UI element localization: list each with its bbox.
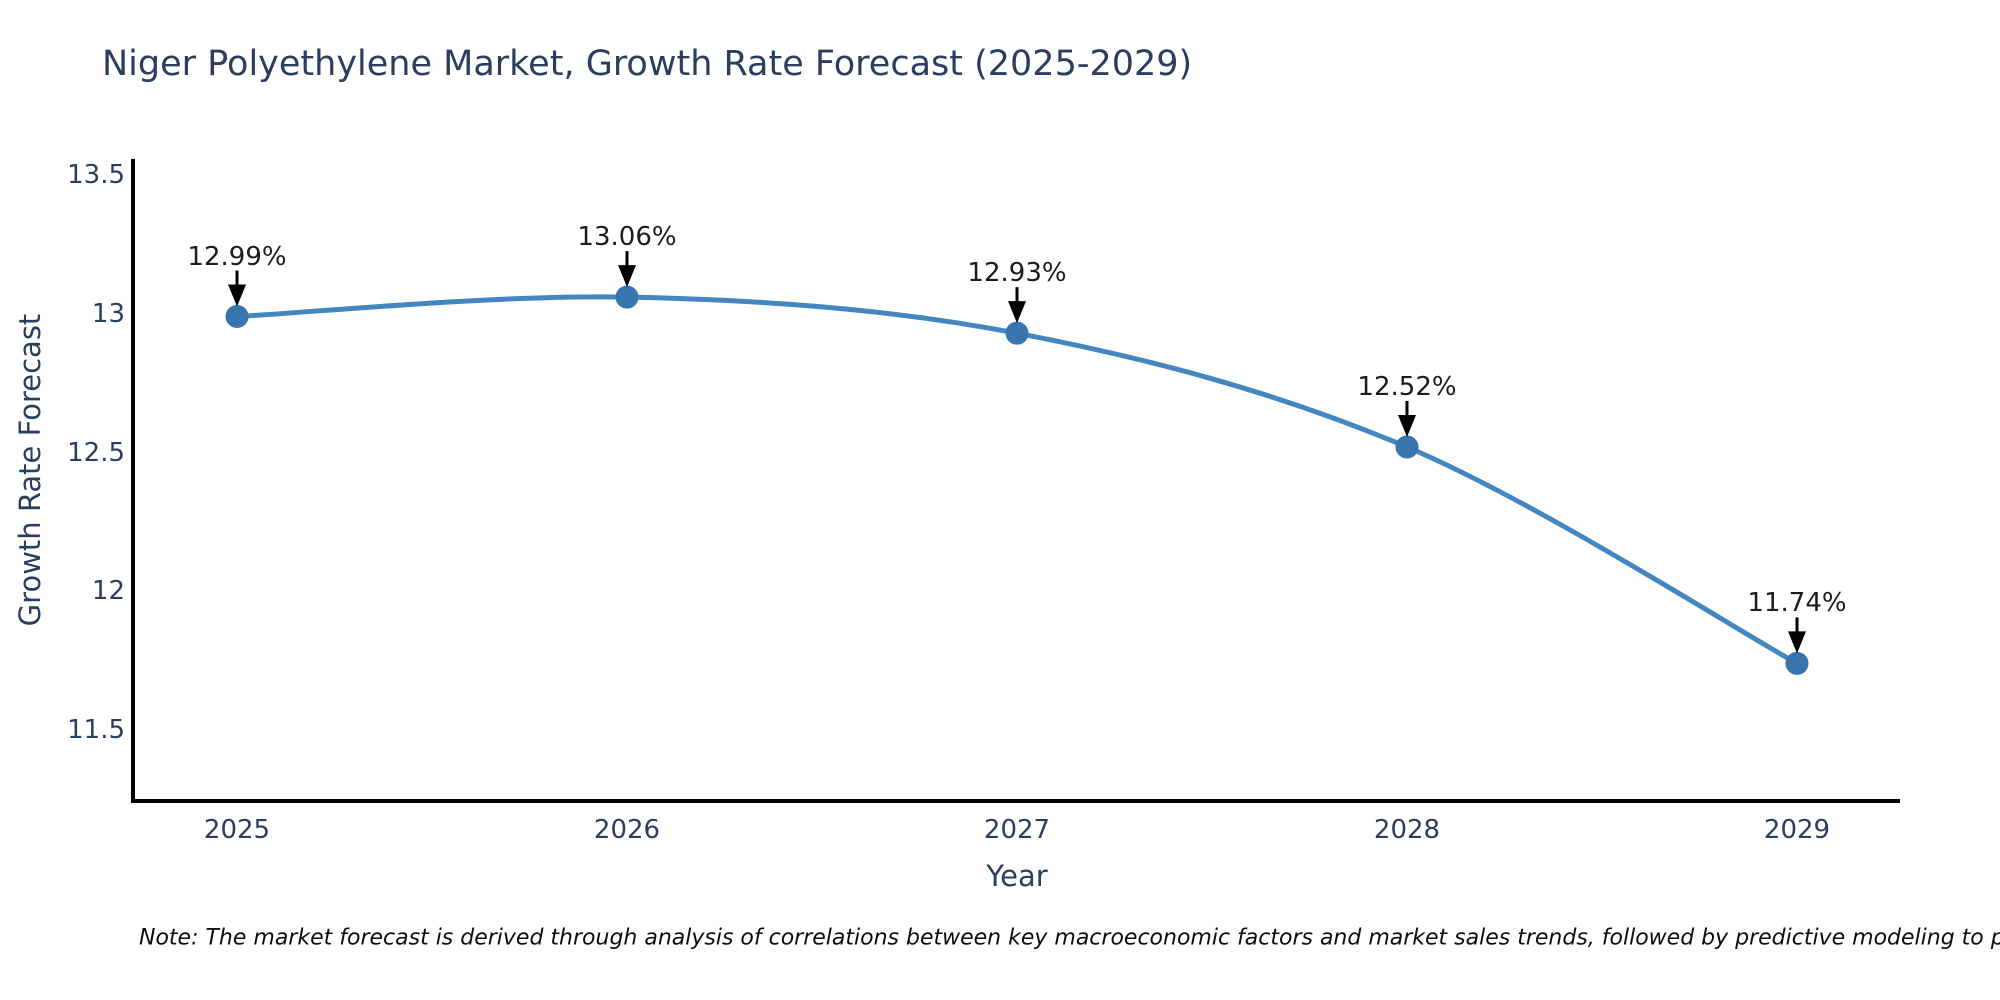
annotation-arrowhead xyxy=(228,284,247,307)
point-annotation-2029: 11.74% xyxy=(1747,588,1847,619)
footnote: Note: The market forecast is derived thr… xyxy=(139,925,2000,951)
y-axis-title: Growth Rate Forecast xyxy=(13,313,47,627)
point-annotation-2026: 13.06% xyxy=(577,222,677,253)
annotation-arrowhead xyxy=(1788,631,1807,654)
x-tick-label-2026: 2026 xyxy=(593,815,661,845)
point-annotation-2028: 12.52% xyxy=(1357,371,1457,402)
y-tick-label-13: 13 xyxy=(91,298,125,329)
x-tick-label-2025: 2025 xyxy=(203,815,271,845)
y-tick-label-12: 12 xyxy=(91,576,125,607)
x-tick-label-2029: 2029 xyxy=(1763,815,1831,845)
forecast-line xyxy=(234,294,1800,666)
point-annotation-2027: 12.93% xyxy=(967,258,1067,289)
x-tick-label-2028: 2028 xyxy=(1373,815,1441,845)
y-tick-label-13.5: 13.5 xyxy=(67,160,125,190)
y-tick-label-12.5: 12.5 xyxy=(67,437,125,468)
y-tick-label-11.5: 11.5 xyxy=(67,715,125,745)
annotation-arrowhead xyxy=(1008,301,1027,324)
annotation-arrowhead xyxy=(618,265,637,288)
data-point-2027[interactable] xyxy=(1005,321,1029,345)
point-annotation-2025: 12.99% xyxy=(187,241,287,272)
x-axis-title: Year xyxy=(986,859,1048,893)
data-point-2026[interactable] xyxy=(615,285,639,309)
data-point-2028[interactable] xyxy=(1395,435,1419,459)
annotation-arrowhead xyxy=(1398,414,1417,437)
data-point-2025[interactable] xyxy=(225,305,249,329)
x-tick-label-2027: 2027 xyxy=(983,815,1051,845)
data-point-2029[interactable] xyxy=(1785,651,1809,675)
chart-title: Niger Polyethylene Market, Growth Rate F… xyxy=(102,44,1193,84)
